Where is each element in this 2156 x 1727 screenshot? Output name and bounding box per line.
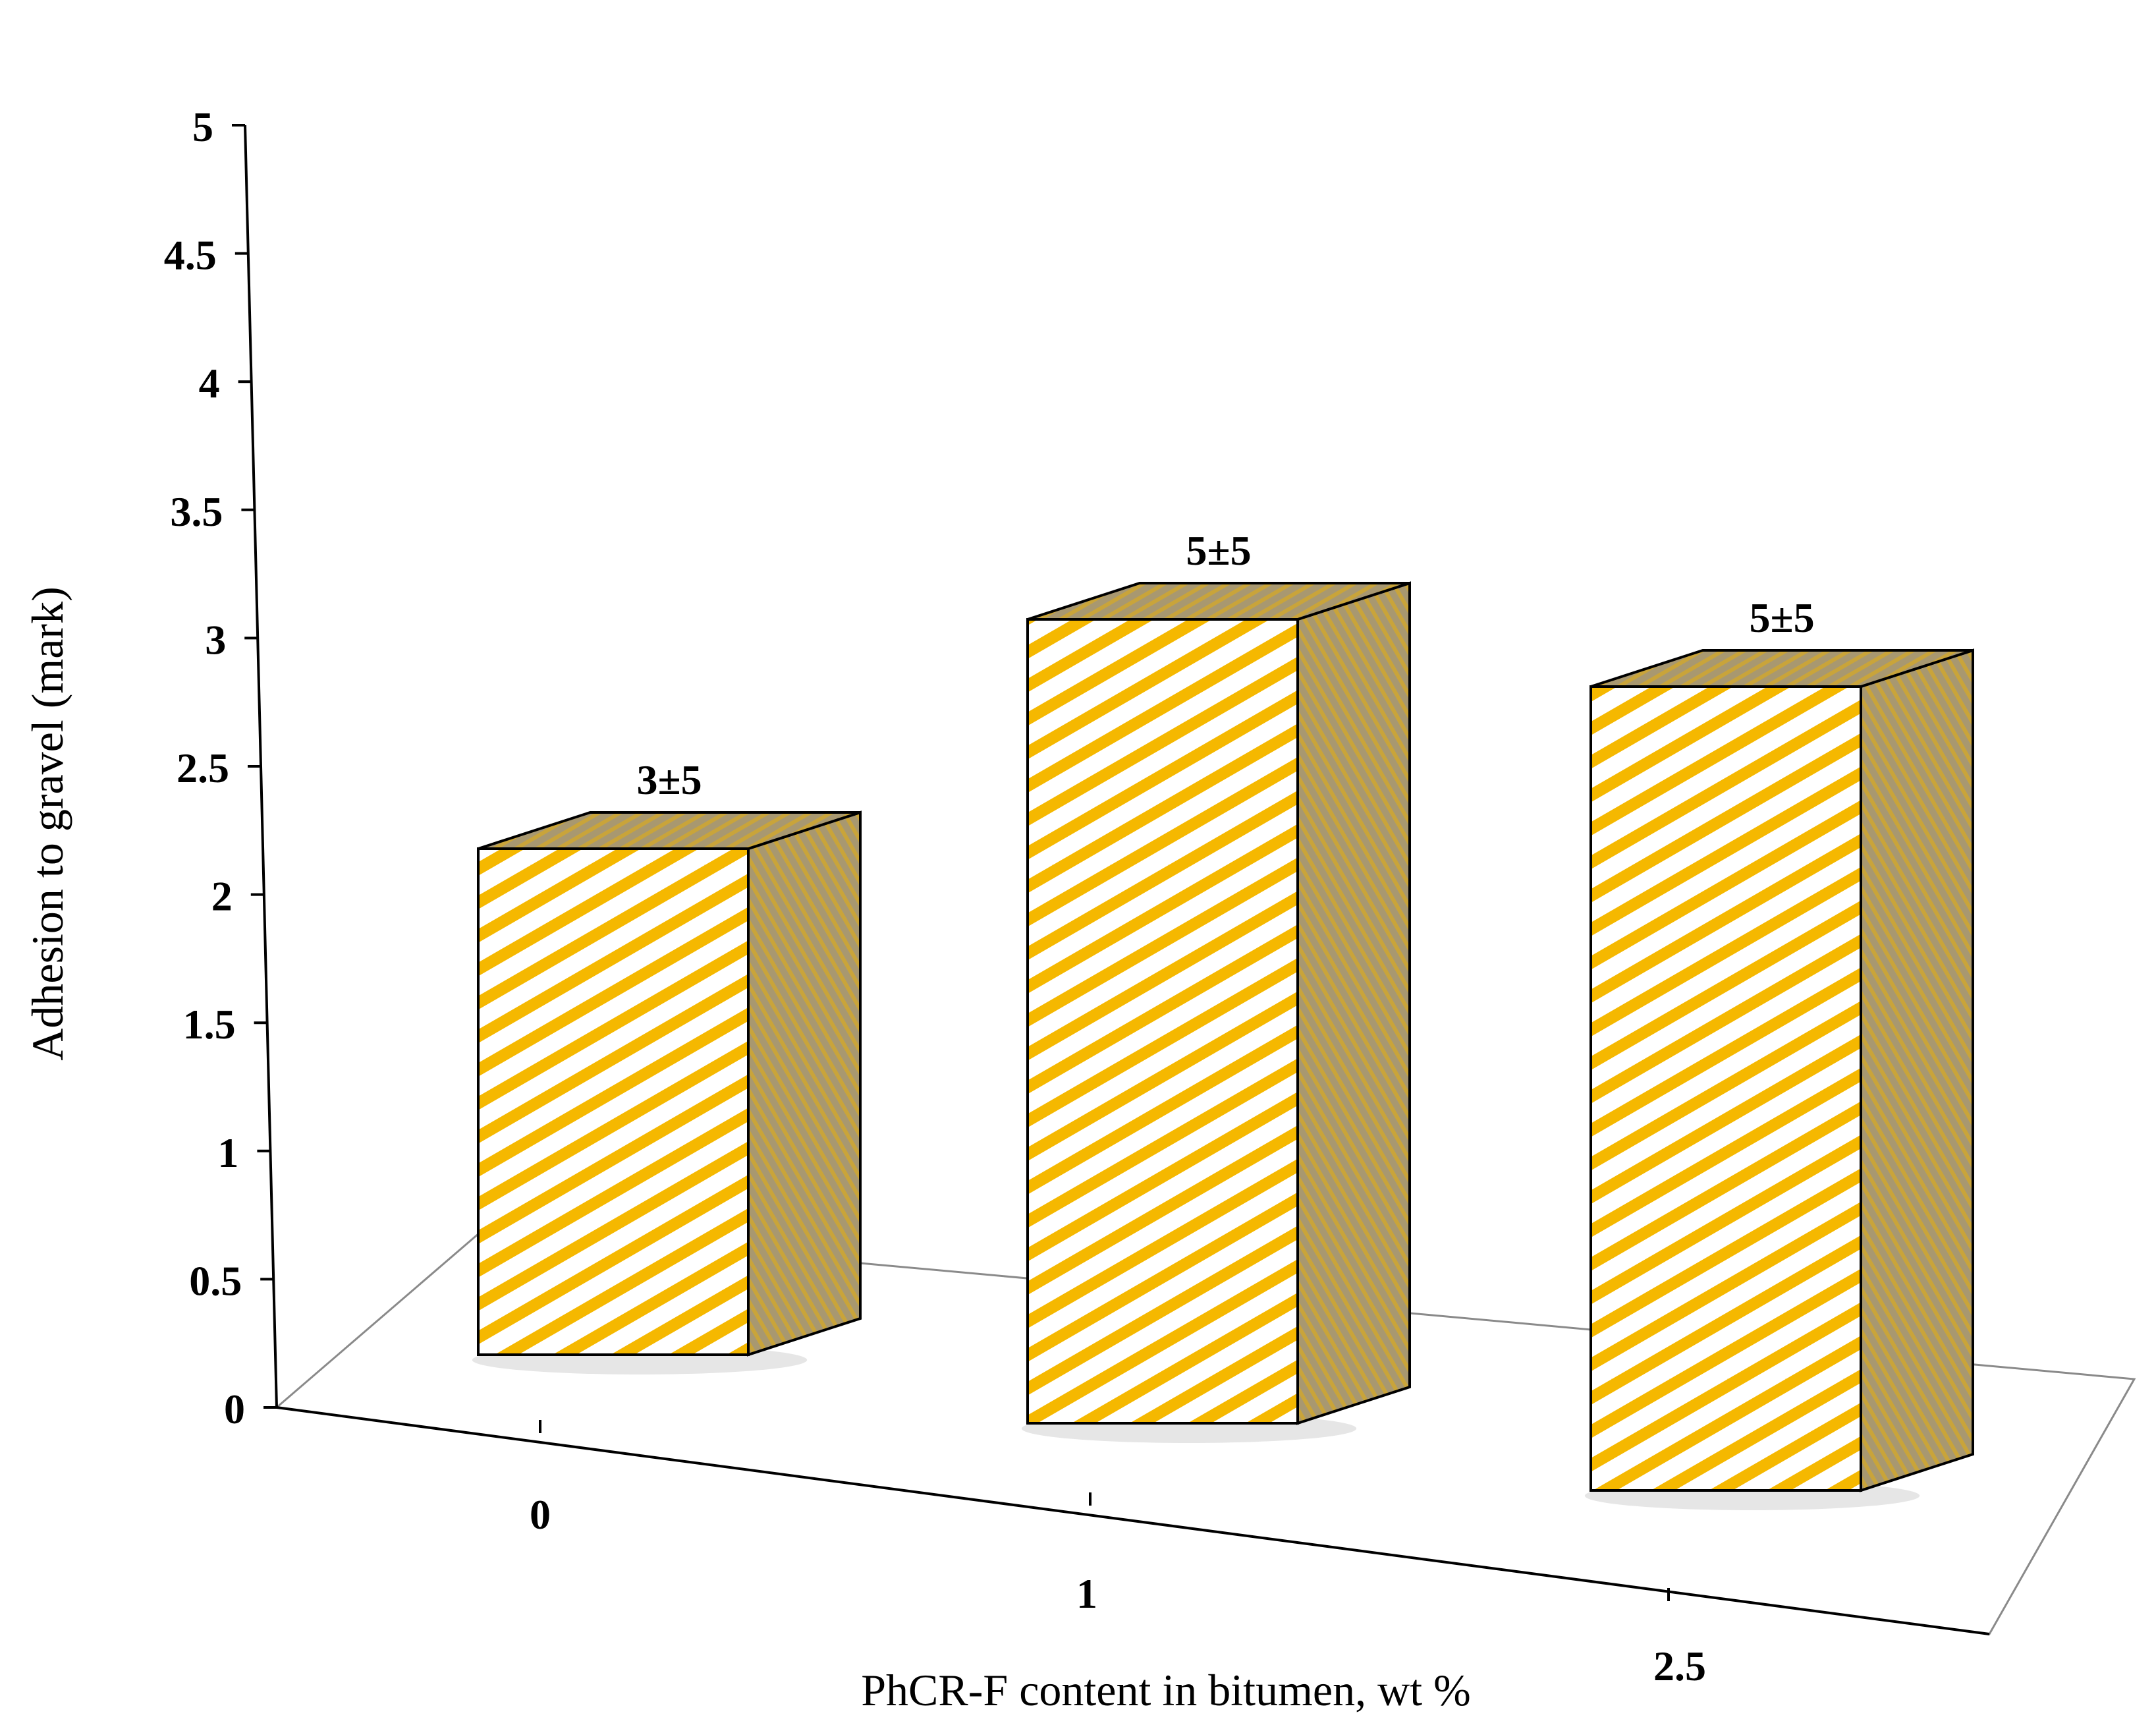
- y-tick-label: 2.5: [177, 745, 229, 791]
- y-axis: 0 0.5 1 1.5 2 2.5 3 3.5 4 4.5 5: [164, 103, 278, 1432]
- bar-0: 3±5: [472, 756, 862, 1374]
- y-tick-label: 0.5: [189, 1257, 242, 1304]
- x-tick-label: 0: [530, 1491, 551, 1538]
- x-axis: 012.5: [276, 1406, 1990, 1689]
- y-tick-label: 1: [217, 1129, 238, 1176]
- x-axis-title: PhCR-F content in bitumen, wt %: [861, 1665, 1471, 1715]
- y-tick-label: 4: [199, 360, 220, 407]
- y-tick-label: 5: [192, 103, 213, 150]
- bar-front-face: [1589, 685, 1862, 1492]
- y-axis-title: Adhesion to gravel (mark): [22, 586, 72, 1060]
- y-tick-label: 0: [224, 1386, 245, 1432]
- bar-side-face: [1860, 648, 1974, 1492]
- bar-front-face: [1026, 618, 1299, 1425]
- x-ticks: 012.5: [530, 1420, 1706, 1689]
- y-ticks: 0 0.5 1 1.5 2 2.5 3 3.5 4 4.5 5: [164, 103, 277, 1432]
- bar-front-face: [477, 847, 750, 1356]
- bar-2.5: 5±5: [1584, 594, 1974, 1510]
- bar-data-label: 3±5: [636, 756, 702, 803]
- y-tick-label: 3: [205, 616, 226, 663]
- bar-data-label: 5±5: [1186, 527, 1251, 574]
- x-axis-line: [276, 1406, 1990, 1635]
- x-tick-label: 1: [1076, 1570, 1097, 1617]
- y-tick-label: 4.5: [164, 232, 217, 279]
- y-tick-label: 1.5: [183, 1001, 236, 1048]
- bar-data-label: 5±5: [1749, 594, 1814, 641]
- y-tick-label: 2: [211, 873, 233, 920]
- bars: 3±5 5±5 5±5: [472, 527, 1974, 1510]
- bar-side-face: [747, 810, 862, 1357]
- x-tick-label: 2.5: [1653, 1643, 1706, 1689]
- bar-1: 5±5: [1021, 527, 1411, 1443]
- bar-side-face: [1296, 581, 1411, 1425]
- y-tick-label: 3.5: [170, 488, 223, 535]
